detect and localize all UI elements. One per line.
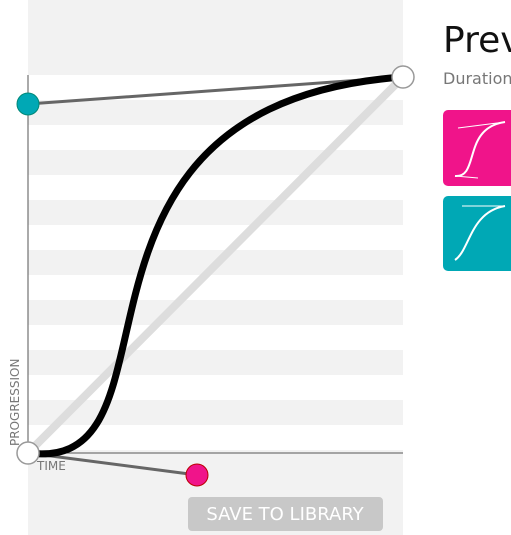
handle-line xyxy=(27,75,404,106)
preview-title: Prev xyxy=(443,20,511,61)
thumbnail-handle xyxy=(454,175,479,179)
save-button[interactable] xyxy=(188,497,383,531)
preview-thumbnail[interactable] xyxy=(443,110,511,186)
thumbnail-handle xyxy=(457,121,506,129)
thumbnail-curve xyxy=(454,205,506,261)
grid-stripe xyxy=(28,275,403,300)
handle-line xyxy=(27,451,198,477)
save-button-label[interactable]: SAVE TO LIBRARY xyxy=(206,504,364,525)
end-point xyxy=(391,65,415,89)
grid-stripe xyxy=(28,175,403,200)
thumbnail-curve xyxy=(454,121,506,178)
start-point xyxy=(16,441,40,465)
grid-stripe xyxy=(28,325,403,350)
preview-thumbnail[interactable] xyxy=(443,196,511,271)
control-point[interactable] xyxy=(185,463,209,487)
duration-label: Duration xyxy=(443,69,511,88)
y-axis-label: PROGRESSION xyxy=(8,359,22,446)
x-axis-label: TIME xyxy=(36,459,66,473)
control-point[interactable] xyxy=(16,92,40,116)
linear-reference xyxy=(25,74,406,456)
bezier-curve xyxy=(27,73,404,458)
grid-stripe xyxy=(28,225,403,250)
